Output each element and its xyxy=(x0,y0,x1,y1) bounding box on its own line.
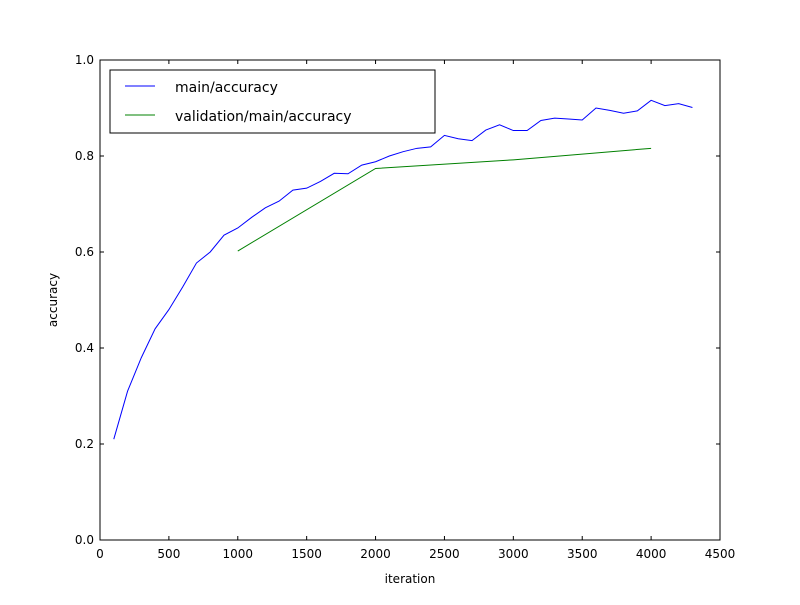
series-line-main-accuracy xyxy=(113,99,693,440)
x-tick-label: 500 xyxy=(157,547,180,561)
x-tick-label: 1000 xyxy=(223,547,254,561)
x-tick-label: 3000 xyxy=(498,547,529,561)
y-tick-label: 0.6 xyxy=(75,245,94,259)
ticks-group: 0 500 1000 1500 2000 2500 3000 3500 4000 4500 0.0 0… xyxy=(75,53,735,561)
y-tick-label: 1.0 xyxy=(75,53,94,67)
x-tick-label: 4500 xyxy=(705,547,736,561)
x-tick-label: 3500 xyxy=(567,547,598,561)
x-tick-label: 1500 xyxy=(291,547,322,561)
legend-label-main-accuracy: main/accuracy xyxy=(175,80,278,96)
legend-label-validation-accuracy: validation/main/accuracy xyxy=(175,109,352,125)
x-axis-label: iteration xyxy=(385,572,436,586)
legend-box xyxy=(109,69,436,134)
x-tick-label: 0 xyxy=(96,547,104,561)
x-tick-label: 4000 xyxy=(636,547,667,561)
y-tick-label: 0.4 xyxy=(75,341,94,355)
legend: main/accuracy validation/main/accuracy xyxy=(109,69,436,134)
series-line-validation-accuracy xyxy=(237,147,652,252)
y-tick-label: 0.2 xyxy=(75,437,94,451)
y-tick-label: 0.8 xyxy=(75,149,94,163)
x-tick-label: 2000 xyxy=(360,547,391,561)
y-axis-label: accuracy xyxy=(46,273,60,327)
x-tick-label: 2500 xyxy=(429,547,460,561)
plot-area-frame xyxy=(99,59,721,541)
series-group xyxy=(113,99,693,440)
y-tick-label: 0.0 xyxy=(75,533,94,547)
